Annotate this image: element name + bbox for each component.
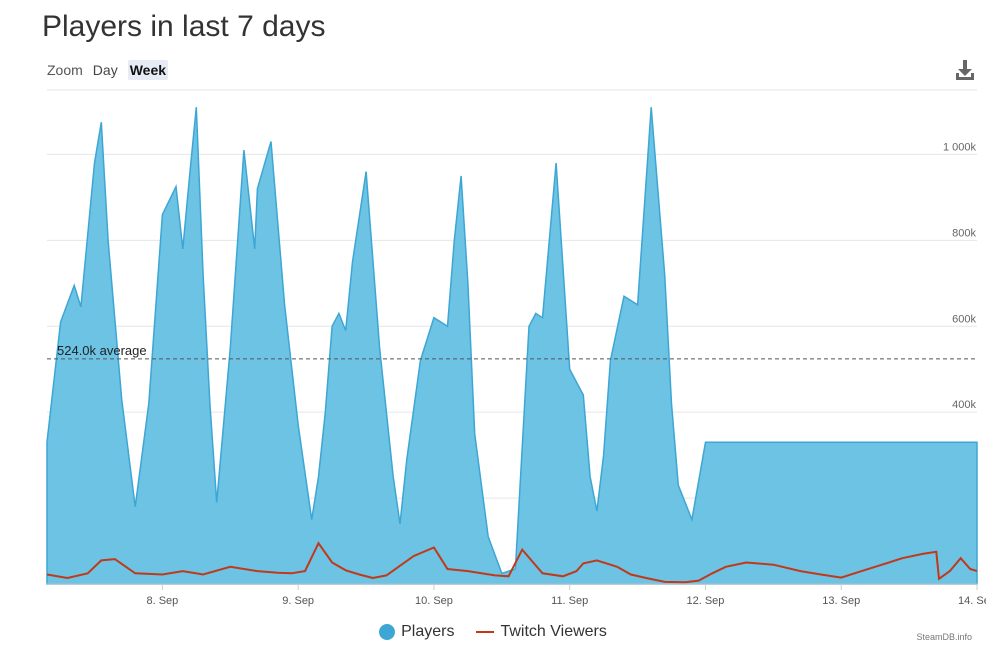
x-tick-label: 14. Sep (958, 595, 986, 607)
y-tick-label: 800k (952, 227, 976, 239)
legend-item-players[interactable]: Players (379, 623, 454, 641)
legend-item-twitch[interactable]: Twitch Viewers (476, 623, 607, 641)
legend-line-twitch (476, 631, 495, 633)
page-title: Players in last 7 days (42, 10, 326, 43)
x-tick-label: 11. Sep (551, 595, 588, 607)
download-icon[interactable] (953, 58, 977, 82)
x-tick-label: 8. Sep (146, 595, 178, 607)
x-tick-label: 12. Sep (687, 595, 725, 607)
x-tick-label: 10. Sep (415, 595, 453, 607)
zoom-week-button[interactable]: Week (127, 60, 169, 80)
x-tick-label: 13. Sep (822, 595, 860, 607)
zoom-controls: Zoom Day Week (47, 60, 169, 80)
zoom-label: Zoom (47, 62, 83, 78)
average-label: 524.0k average (57, 343, 147, 358)
y-tick-label: 1 000k (943, 141, 977, 153)
legend-dot-players (379, 624, 396, 640)
twitch-viewers-series (46, 541, 978, 584)
legend-label-players: Players (401, 623, 455, 640)
players-area-series (46, 107, 978, 585)
y-tick-label: 400k (952, 399, 976, 411)
x-tick-label: 9. Sep (282, 595, 314, 607)
y-tick-label: 600k (952, 313, 976, 325)
legend-label-twitch: Twitch Viewers (500, 623, 607, 640)
credit-text: SteamDB.info (916, 632, 972, 642)
chart-legend: Players Twitch Viewers (0, 623, 986, 641)
zoom-day-button[interactable]: Day (92, 62, 118, 78)
